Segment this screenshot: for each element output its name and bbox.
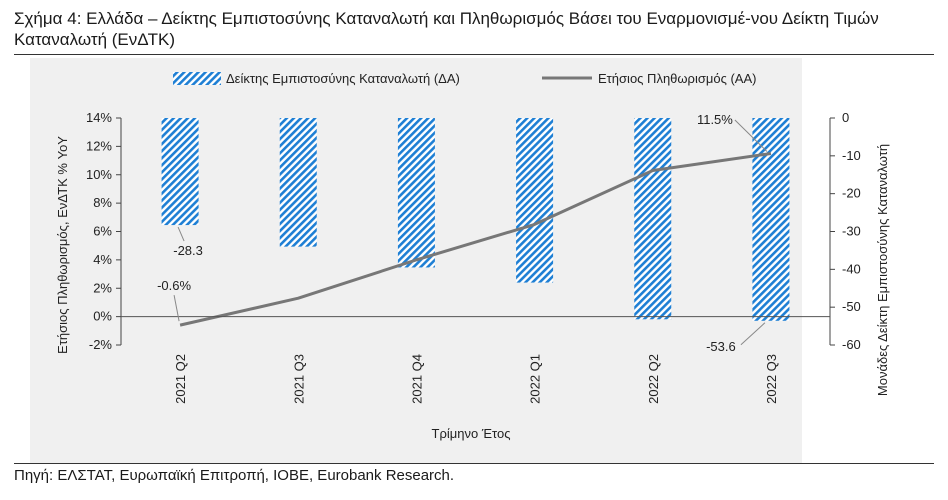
title-rule	[14, 54, 934, 55]
right-tick-label: -40	[842, 261, 861, 276]
bar	[752, 118, 790, 321]
source-rule	[14, 463, 934, 464]
x-tick-label: 2022 Q1	[528, 354, 543, 404]
annotation-label: 11.5%	[697, 112, 733, 127]
left-tick-label: 2%	[93, 280, 112, 295]
inflation-line	[179, 151, 772, 327]
bar	[161, 118, 199, 226]
right-tick-label: -10	[842, 148, 861, 163]
left-axis: -2% 0% 2% 4% 6% 8% 10% 12% 14%	[86, 110, 122, 352]
x-axis-title: Τρίμηνο Έτος	[432, 426, 511, 441]
bar	[397, 118, 435, 268]
annotations: -28.3 -0.6% 11.5% -53.6	[157, 112, 768, 354]
left-tick-label: 0%	[93, 309, 112, 324]
x-tick-label: 2021 Q2	[173, 354, 188, 404]
x-tick-label: 2022 Q2	[646, 354, 661, 404]
x-tick-label: 2021 Q3	[291, 354, 306, 404]
left-tick-label: -2%	[89, 337, 113, 352]
annotation-leader	[177, 226, 185, 242]
annotation-leader	[173, 295, 180, 322]
legend-line-label: Ετήσιος Πληθωρισμός (ΑΑ)	[598, 71, 756, 86]
left-tick-label: 14%	[86, 110, 112, 125]
bar	[516, 118, 554, 283]
right-axis-title: Μονάδες Δείκτη Εμπιστοσύνης Καταναλωτή	[875, 144, 890, 396]
bar	[279, 118, 317, 247]
right-axis: 0 -10 -20 -30 -40 -50 -60	[829, 110, 861, 352]
right-tick-label: 0	[842, 110, 849, 125]
right-tick-label: -20	[842, 186, 861, 201]
x-tick-label: 2021 Q4	[409, 354, 424, 404]
x-axis: 2021 Q2 2021 Q3 2021 Q4 2022 Q1 2022 Q2 2022 …	[121, 316, 830, 404]
left-tick-label: 12%	[86, 138, 112, 153]
bar-series	[161, 118, 790, 321]
left-tick-label: 10%	[86, 167, 112, 182]
legend-bar-label: Δείκτης Εμπιστοσύνης Καταναλωτή (ΔΑ)	[226, 71, 460, 86]
right-tick-label: -30	[842, 224, 861, 239]
bar	[634, 118, 672, 320]
source-note: Πηγή: ΕΛΣΤΑΤ, Ευρωπαϊκή Επιτροπή, ΙΟΒΕ, …	[14, 467, 455, 484]
line-series	[179, 151, 772, 327]
left-tick-label: 6%	[93, 224, 112, 239]
right-tick-label: -50	[842, 299, 861, 314]
annotation-label: -28.3	[173, 243, 203, 258]
right-tick-label: -60	[842, 337, 861, 352]
left-tick-label: 8%	[93, 195, 112, 210]
left-tick-label: 4%	[93, 252, 112, 267]
x-tick-label: 2022 Q3	[764, 354, 779, 404]
annotation-label: -53.6	[706, 339, 736, 354]
legend: Δείκτης Εμπιστοσύνης Καταναλωτή (ΔΑ) Ετή…	[173, 71, 756, 86]
legend-bar-swatch	[173, 72, 221, 85]
annotation-label: -0.6%	[157, 278, 191, 293]
annotation-leader	[734, 119, 768, 152]
left-axis-title: Ετήσιος Πληθωρισμός, ΕνΔΤΚ % YoY	[55, 136, 70, 354]
annotation-leader	[740, 322, 766, 346]
chart-title: Σχήμα 4: Ελλάδα – Δείκτης Εμπιστοσύνης Κ…	[14, 9, 879, 49]
